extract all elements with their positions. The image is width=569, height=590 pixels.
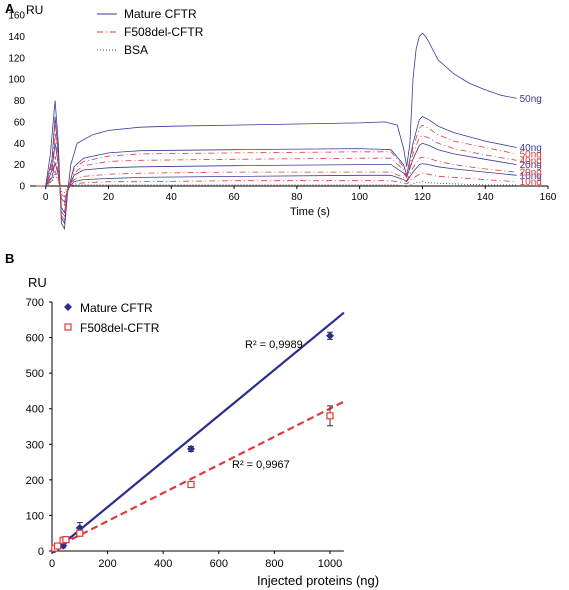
series-line: [36, 162, 517, 203]
panel-b: B RU Injected proteins (ng) 0 100 200 300 40…: [5, 251, 379, 588]
y-tick-label: 60: [14, 117, 26, 128]
series-line: [36, 132, 517, 217]
x-tick-label: 0: [43, 192, 49, 203]
y-tick-label: 100: [26, 510, 44, 522]
series-label: 10ng: [520, 177, 542, 188]
data-point: [326, 331, 334, 340]
x-tick-label: 200: [98, 558, 116, 570]
fit-line: [51, 400, 345, 551]
panel-a-legend: Mature CFTR F508del-CFTR BSA: [97, 7, 204, 57]
series-label: 10ng: [520, 171, 542, 182]
panel-a: A RU Time (s) 0 20 40 60 80 100 120 140 160 0 20 40…: [5, 1, 557, 231]
panel-b-legend: Mature CFTR F508del-CFTR: [64, 301, 160, 335]
legend-label: F508del-CFTR: [124, 25, 204, 39]
y-tick-label: 200: [26, 475, 44, 487]
x-tick-label: 800: [265, 558, 283, 570]
series-line: [36, 172, 517, 193]
y-tick-label: 160: [8, 11, 25, 22]
y-tick-label: 400: [26, 404, 44, 416]
legend-label: Mature CFTR: [80, 301, 153, 315]
panel-b-axes: 0 100 200 300 400 500 600 700 0 200 400 600 800 1000: [26, 297, 344, 570]
data-point: [187, 480, 195, 489]
series-line: [36, 121, 517, 222]
x-tick-label: 120: [414, 192, 431, 203]
x-tick-label: 20: [103, 192, 115, 203]
data-point: [187, 444, 195, 453]
series-label: 50ng: [520, 94, 542, 105]
x-tick-label: 400: [154, 558, 172, 570]
panel-b-r2-labels: R² = 0,9989 R² = 0,9967: [232, 339, 303, 471]
y-tick-label: 700: [26, 297, 44, 309]
panel-a-axes: 0 20 40 60 80 100 120 140 160 0 20 40 60 80 100 120 140 1…: [8, 11, 556, 204]
series-label: 40ng: [520, 156, 542, 167]
x-tick-label: 80: [291, 192, 303, 203]
y-tick-label: 300: [26, 439, 44, 451]
x-tick-label: 600: [210, 558, 228, 570]
panel-b-ylabel: RU: [28, 275, 47, 290]
r2-label: R² = 0,9967: [232, 459, 290, 471]
series-line: [36, 116, 517, 225]
panel-b-letter: B: [5, 251, 14, 266]
y-tick-label: 600: [26, 333, 44, 345]
x-tick-label: 0: [49, 558, 55, 570]
y-tick-label: 20: [14, 160, 26, 171]
panel-b-xlabel: Injected proteins (ng): [257, 573, 379, 588]
x-tick-label: 100: [351, 192, 368, 203]
data-point: [62, 536, 70, 544]
panel-b-points: [50, 331, 334, 554]
legend-label: Mature CFTR: [124, 7, 197, 21]
legend-label: F508del-CFTR: [80, 321, 160, 335]
fit-line: [51, 311, 345, 554]
legend-marker: [64, 323, 72, 331]
y-tick-label: 140: [8, 32, 25, 43]
y-tick-label: 100: [8, 75, 25, 86]
panel-a-xlabel: Time (s): [290, 206, 330, 218]
r2-label: R² = 0,9989: [245, 339, 303, 351]
series-line: [36, 169, 517, 198]
x-tick-label: 160: [540, 192, 557, 203]
series-label: 50ng: [520, 149, 542, 160]
legend-label: BSA: [124, 43, 148, 57]
y-tick-label: 80: [14, 96, 26, 107]
series-label: 20ng: [520, 160, 542, 171]
panel-a-series: [36, 32, 517, 231]
y-tick-label: 40: [14, 139, 26, 150]
series-label: 20ng: [520, 168, 542, 179]
panel-a-letter: A: [5, 1, 15, 16]
series-line: [36, 32, 517, 231]
x-tick-label: 140: [477, 192, 494, 203]
panel-a-ylabel: RU: [26, 3, 43, 17]
y-tick-label: 120: [8, 53, 25, 64]
y-tick-label: 0: [38, 546, 44, 558]
data-point: [53, 542, 62, 550]
panel-b-fit-lines: [51, 311, 345, 554]
y-tick-label: 0: [19, 182, 25, 193]
y-tick-label: 500: [26, 368, 44, 380]
x-tick-label: 1000: [318, 558, 342, 570]
data-point: [326, 412, 334, 420]
legend-marker: [64, 303, 72, 311]
x-tick-label: 40: [166, 192, 178, 203]
series-label: 40ng: [520, 143, 542, 154]
data-point: [76, 529, 84, 537]
x-tick-label: 60: [228, 192, 240, 203]
